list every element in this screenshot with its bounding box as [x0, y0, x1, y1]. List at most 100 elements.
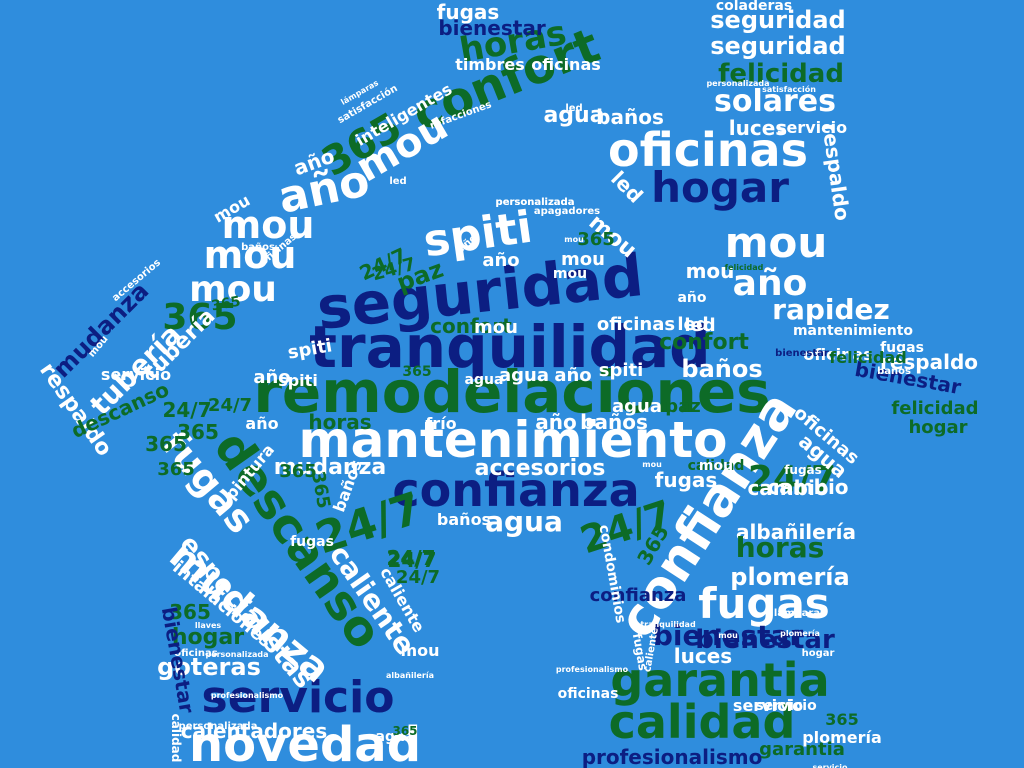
cloud-word: servicio — [201, 672, 395, 723]
cloud-word: año — [245, 414, 279, 433]
cloud-word: frío — [425, 414, 457, 433]
cloud-word: led — [389, 176, 407, 187]
cloud-word: 24/7 — [162, 398, 212, 422]
cloud-word: solares — [714, 84, 836, 119]
cloud-word: respaldo — [879, 350, 979, 374]
cloud-word: agua — [499, 365, 549, 386]
cloud-word: agua — [375, 729, 415, 745]
cloud-word: personalizada — [706, 79, 770, 88]
cloud-word: coladeras — [715, 0, 793, 14]
cloud-word: 365 — [577, 229, 615, 250]
cloud-word: agua — [485, 505, 563, 538]
cloud-word: servicio — [732, 696, 804, 715]
cloud-word: calidad — [608, 695, 796, 749]
cloud-word: mantenimiento — [298, 411, 728, 469]
cloud-word: 24/7 — [387, 548, 437, 572]
cloud-word: calentadores — [180, 719, 328, 743]
cloud-word: oficinas — [803, 345, 873, 364]
cloud-word: profesionalismo — [555, 665, 629, 674]
cloud-word: agua — [543, 103, 605, 128]
cloud-word: garantia — [759, 739, 845, 760]
cloud-word: oficinas — [531, 55, 601, 74]
cloud-word: año — [554, 365, 592, 386]
cloud-word: profesionalismo — [581, 745, 763, 768]
cloud-word: timbres — [455, 55, 525, 74]
cloud-word: plomería — [730, 563, 850, 591]
cloud-word: fugas — [784, 463, 822, 477]
cloud-word: confort — [430, 314, 512, 338]
cloud-word: goteras — [157, 653, 261, 681]
cloud-word: mou — [474, 317, 518, 338]
cloud-word: año — [732, 263, 808, 304]
cloud-word: bienestar — [775, 348, 829, 359]
cloud-word: 24/7 — [395, 567, 441, 588]
cloud-word: led — [565, 103, 583, 114]
cloud-word: bienestar — [652, 619, 804, 652]
cloud-word: 365 — [169, 600, 211, 624]
cloud-word: hogar — [908, 417, 968, 438]
cloud-word: felicidad — [724, 263, 764, 272]
cloud-word: baños — [580, 410, 648, 434]
cloud-word: plomería — [802, 728, 882, 747]
cloud-word: 365 — [402, 364, 432, 380]
cloud-word: personalizada — [495, 197, 575, 208]
cloud-word: mou — [564, 235, 584, 244]
cloud-word: albañilería — [386, 671, 434, 680]
cloud-word: año — [677, 290, 707, 306]
cloud-word: año — [482, 250, 520, 271]
cloud-word: mou — [698, 458, 734, 474]
cloud-word: año — [253, 367, 291, 388]
cloud-word: 365 — [145, 432, 187, 456]
cloud-word: bienestar — [438, 16, 546, 40]
cloud-word: led — [684, 315, 716, 336]
cloud-word: fugas — [698, 579, 830, 628]
cloud-word: felicidad — [829, 348, 907, 367]
cloud-word: led — [677, 314, 709, 335]
cloud-word: confianza — [392, 463, 640, 517]
cloud-word: luces — [728, 116, 788, 140]
cloud-word: confianza — [589, 585, 687, 606]
cloud-word: accesorios — [474, 456, 606, 481]
cloud-word: 365 — [825, 710, 859, 729]
cloud-word: seguridad — [710, 6, 846, 34]
cloud-word: satisfacción — [762, 85, 816, 94]
cloud-word: baños — [241, 242, 275, 253]
cloud-word: spiti — [278, 371, 318, 390]
cloud-word: seguridad — [710, 32, 846, 60]
cloud-word: servicio — [100, 365, 172, 384]
cloud-word: llaves — [194, 621, 222, 630]
cloud-word: oficinas — [557, 686, 619, 702]
cloud-word: fugas — [880, 340, 924, 356]
cloud-word: 24/7 — [386, 546, 436, 570]
cloud-word: bienestar — [695, 625, 835, 655]
cloud-word: baños — [436, 510, 492, 529]
cloud-word: tranquilidad — [640, 620, 696, 629]
cloud-word: 365 — [306, 469, 335, 511]
cloud-word: plomería — [780, 629, 820, 638]
cloud-word: mou — [400, 641, 440, 660]
cloud-word: baños — [596, 105, 664, 129]
cloud-word: mou — [642, 460, 662, 469]
cloud-word: hogar — [801, 648, 835, 659]
cloud-word: hogar — [651, 163, 789, 212]
cloud-word: mou — [552, 266, 588, 282]
cloud-word: 365 — [392, 724, 418, 738]
cloud-word: mou — [221, 203, 315, 247]
cloud-word: mou — [203, 233, 297, 277]
cloud-word: 365 — [177, 420, 219, 444]
cloud-word: personalizada — [178, 721, 258, 732]
cloud-word: oficinas — [596, 314, 676, 335]
cloud-word: personalizada — [495, 197, 575, 208]
cloud-word: oficinas — [174, 648, 218, 659]
cloud-word: garantia — [610, 653, 830, 707]
cloud-word: servicio — [776, 118, 848, 137]
cloud-word: servicio — [755, 698, 817, 714]
cloud-word: 24/7 — [747, 459, 837, 500]
cloud-word: remodelaciones — [253, 358, 771, 426]
cloud-word: lámparas — [773, 608, 827, 619]
cloud-word: mantenimiento — [792, 323, 914, 339]
cloud-word: año — [535, 410, 577, 434]
cloud-word: cambio — [767, 475, 849, 499]
cloud-word: fugas — [436, 0, 500, 24]
